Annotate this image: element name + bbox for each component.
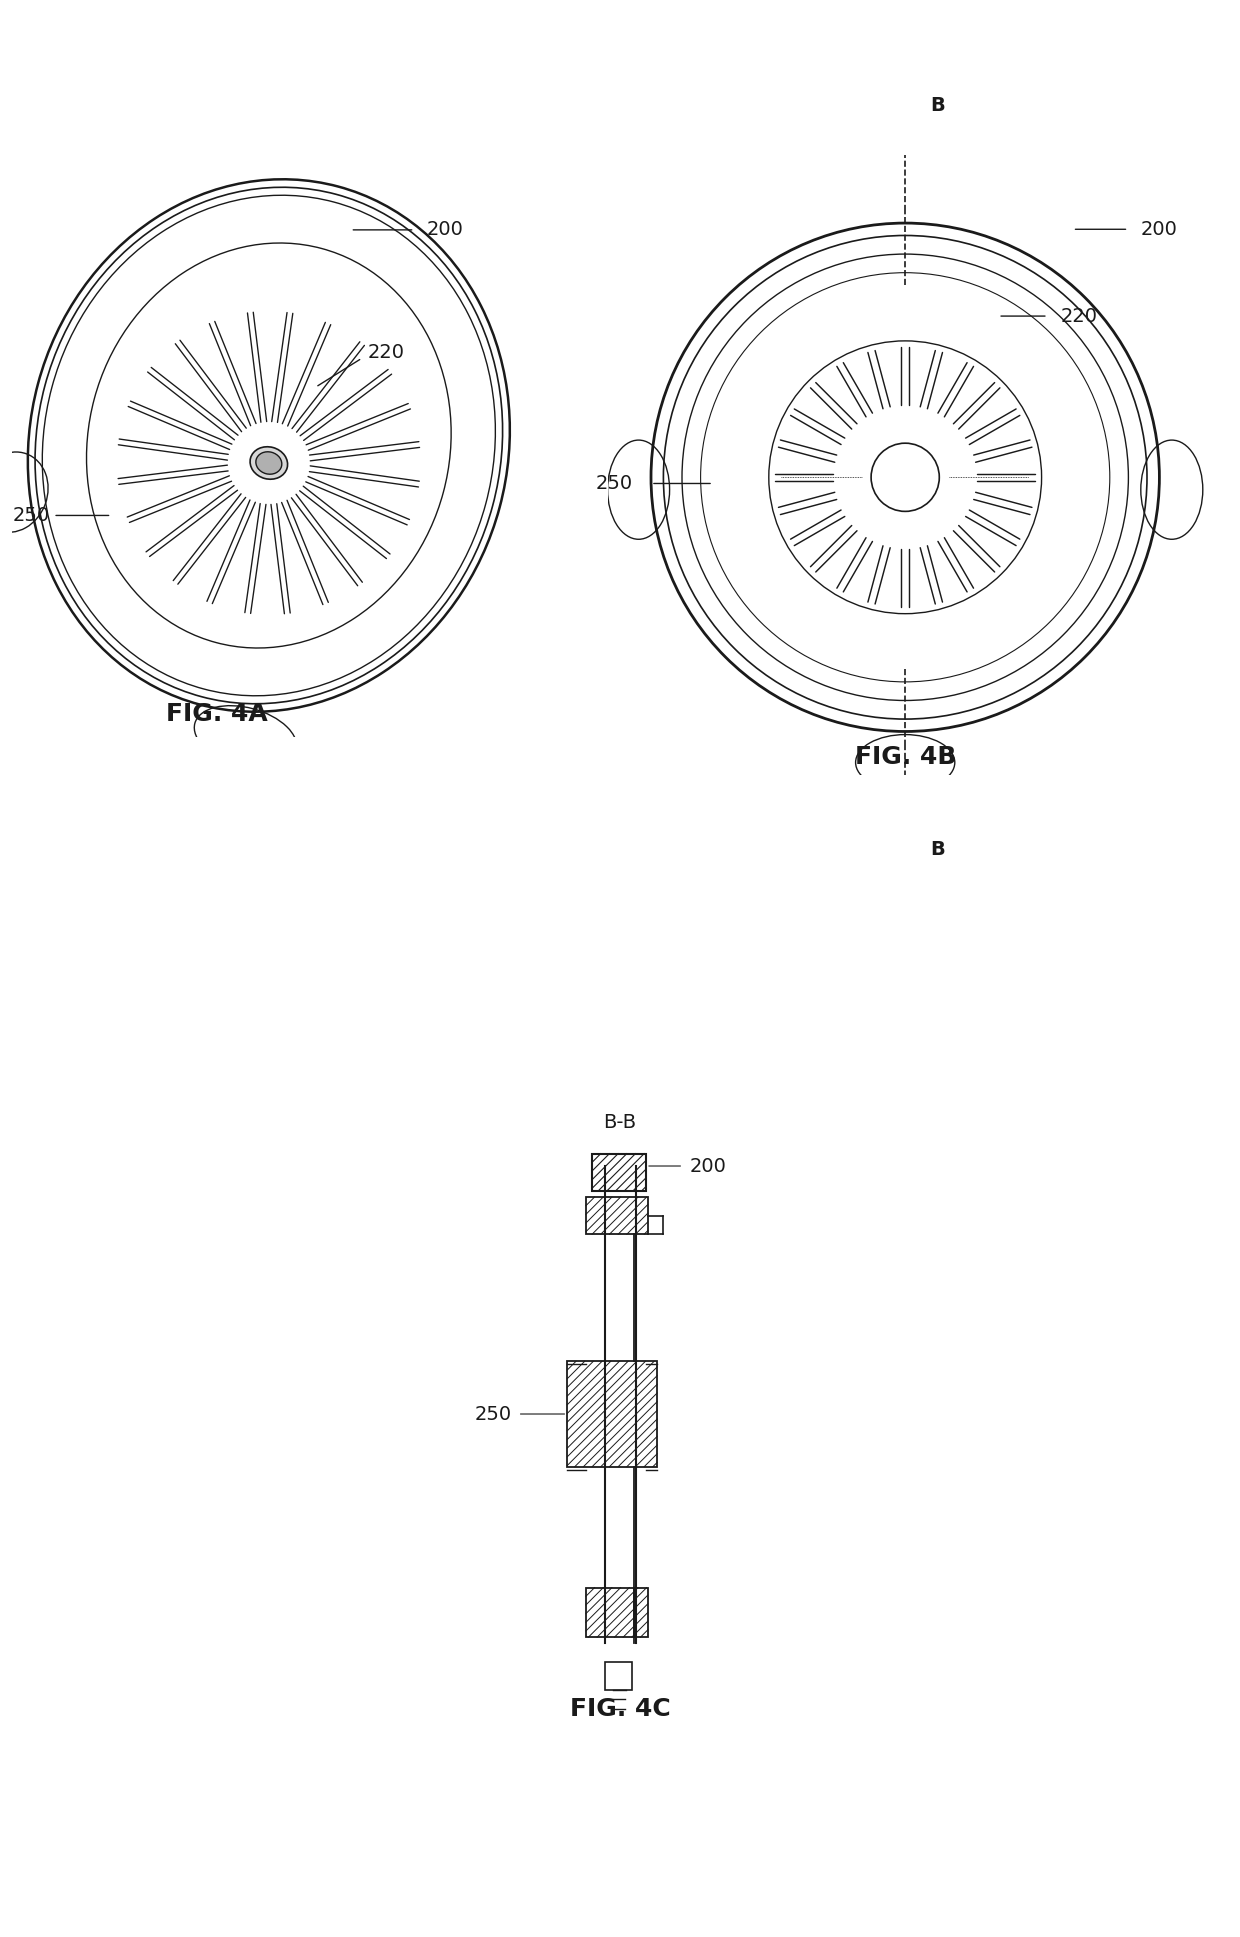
- Text: 200: 200: [427, 221, 463, 240]
- Text: FIG. 4C: FIG. 4C: [569, 1697, 671, 1720]
- Text: 200: 200: [689, 1156, 727, 1176]
- Text: B-B: B-B: [604, 1114, 636, 1131]
- Text: 220: 220: [368, 343, 405, 362]
- Text: 250: 250: [595, 475, 632, 494]
- Text: FIG. 4B: FIG. 4B: [854, 744, 956, 769]
- Text: FIG. 4A: FIG. 4A: [165, 701, 268, 726]
- Text: 220: 220: [1060, 306, 1097, 325]
- Text: B: B: [930, 95, 945, 114]
- Text: B: B: [930, 841, 945, 858]
- Text: 250: 250: [12, 506, 50, 525]
- Text: 200: 200: [1141, 219, 1178, 238]
- Ellipse shape: [255, 451, 281, 475]
- Ellipse shape: [250, 447, 288, 478]
- Text: 250: 250: [475, 1404, 511, 1424]
